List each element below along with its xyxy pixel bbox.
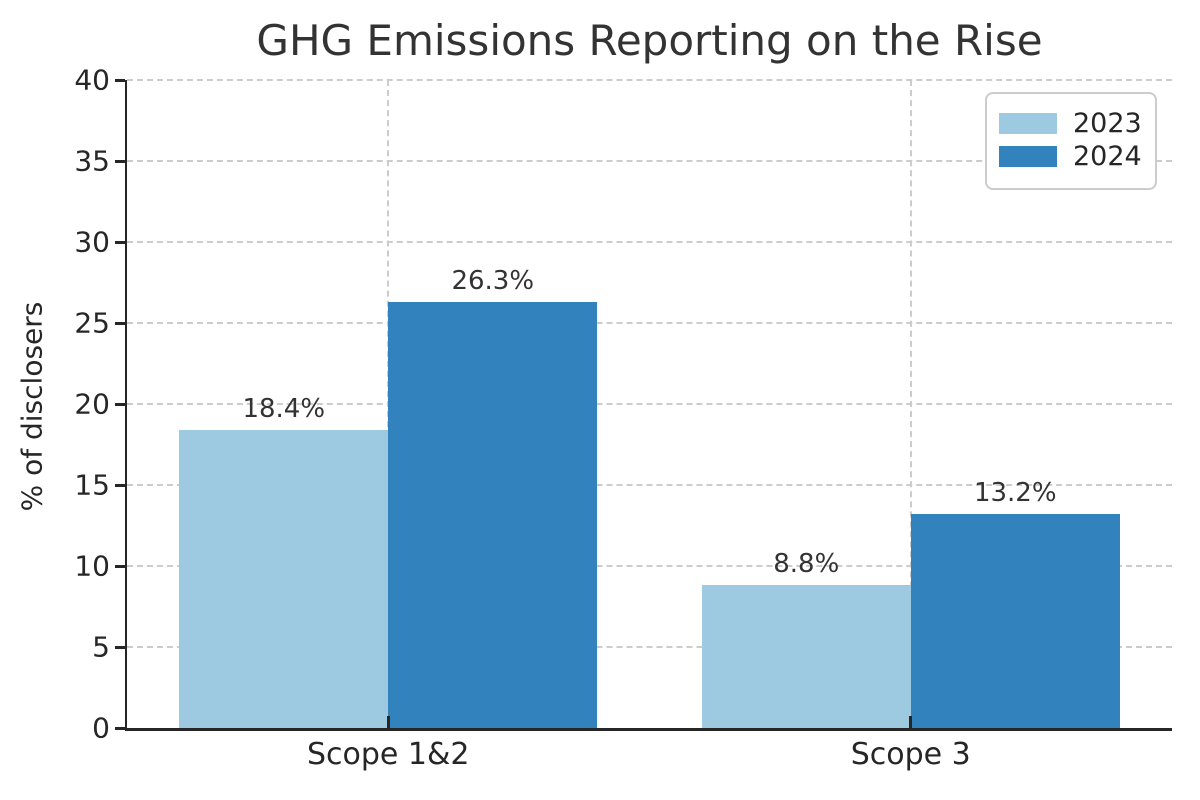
- bar-value-label: 13.2%: [973, 478, 1057, 509]
- y-tick-mark: [114, 159, 125, 163]
- y-gridline: [127, 79, 1172, 81]
- y-tick-label: 15: [74, 468, 110, 502]
- legend-label: 2024: [1073, 141, 1142, 172]
- y-gridline: [127, 646, 1172, 648]
- y-tick-mark: [114, 726, 125, 730]
- y-axis-spine: [124, 80, 127, 731]
- y-gridline: [127, 241, 1172, 243]
- y-tick-mark: [114, 78, 125, 82]
- y-gridline: [127, 322, 1172, 324]
- legend: 2023 2024: [985, 92, 1157, 190]
- bar-value-label: 8.8%: [773, 549, 840, 580]
- bar-2023-scope-1&2: [179, 429, 389, 728]
- bar-value-label: 26.3%: [451, 265, 535, 296]
- legend-entry-2024: 2024: [999, 143, 1143, 170]
- bar-2024-scope-1&2: [388, 301, 598, 728]
- x-axis-spine: [124, 728, 1172, 731]
- x-tick-mark: [909, 716, 913, 728]
- x-tick-label: Scope 3: [850, 737, 971, 772]
- y-gridline: [127, 160, 1172, 162]
- y-tick-mark: [114, 483, 125, 487]
- y-tick-label: 40: [74, 63, 110, 97]
- y-tick-mark: [114, 240, 125, 244]
- chart-title: GHG Emissions Reporting on the Rise: [256, 16, 1043, 65]
- y-tick-mark: [114, 402, 125, 406]
- y-tick-label: 35: [74, 144, 110, 178]
- y-gridline: [127, 565, 1172, 567]
- y-gridline: [127, 403, 1172, 405]
- y-gridline: [127, 484, 1172, 486]
- y-tick-mark: [114, 564, 125, 568]
- bar-2024-scope-3: [910, 514, 1120, 728]
- x-tick-label: Scope 1&2: [307, 737, 470, 772]
- y-tick-mark: [114, 321, 125, 325]
- y-tick-label: 25: [74, 306, 110, 340]
- legend-label: 2023: [1073, 108, 1142, 139]
- y-tick-label: 30: [74, 225, 110, 259]
- legend-swatch-2023: [999, 113, 1057, 134]
- y-tick-label: 0: [92, 711, 110, 745]
- y-tick-label: 5: [92, 630, 110, 664]
- x-tick-mark: [386, 716, 390, 728]
- y-tick-mark: [114, 645, 125, 649]
- x-gridline: [909, 80, 912, 728]
- legend-entry-2023: 2023: [999, 110, 1143, 137]
- bar-2023-scope-3: [701, 585, 911, 728]
- y-tick-label: 20: [74, 387, 110, 421]
- bar-value-label: 18.4%: [242, 393, 326, 424]
- legend-swatch-2024: [999, 146, 1057, 167]
- y-tick-label: 10: [74, 549, 110, 583]
